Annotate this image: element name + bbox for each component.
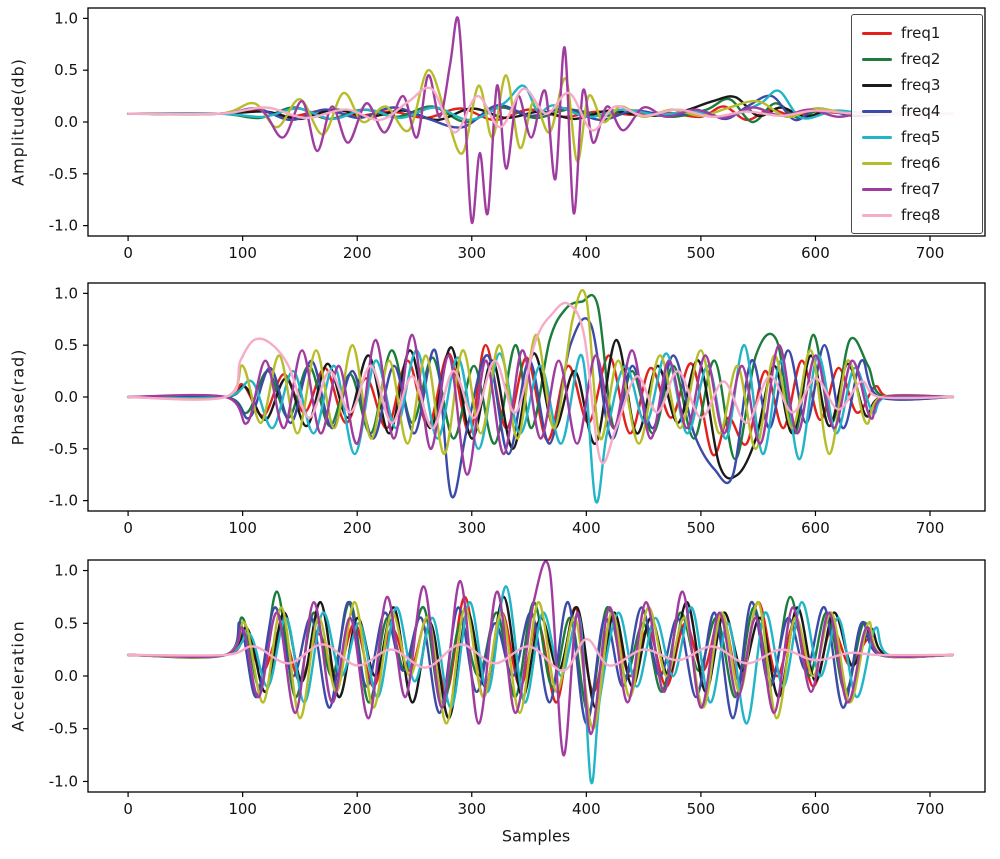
y-tick-label: 0.5: [54, 61, 78, 79]
y-tick-label: -1.0: [49, 772, 78, 790]
x-tick-label: 300: [457, 519, 486, 537]
x-tick-label: 600: [801, 244, 830, 262]
legend-label: freq1: [901, 23, 941, 42]
amplitude-subplot: 0 100 200 300 400 500 600 700 1.0 0.5 0.0 -0.5 -1.0: [49, 7, 986, 262]
legend: freq1 freq2 freq3 freq4 freq5 freq6 freq…: [851, 14, 983, 234]
x-tick-label: 100: [228, 519, 257, 537]
legend-label: freq7: [901, 179, 941, 198]
x-tick-label: 700: [916, 800, 945, 818]
y-tick-label: -0.5: [49, 720, 78, 738]
x-tick-label: 0: [123, 519, 133, 537]
acceleration-subplot: 0 100 200 300 400 500 600 700 1.0 0.5 0.0 -0.5 -1.0: [49, 559, 986, 818]
x-tick-label: 600: [801, 800, 830, 818]
legend-line-swatch-freq8: [862, 213, 892, 217]
legend-line-swatch-freq1: [862, 31, 892, 35]
y-tick-label: 0.0: [54, 667, 78, 685]
series-line-freq7: [126, 560, 955, 757]
y-axis-label-phase: Phase(rad): [8, 348, 28, 446]
x-tick-label: 500: [687, 244, 716, 262]
y-tick-label: 1.0: [54, 9, 78, 27]
series-line-freq2: [126, 293, 955, 461]
legend-line-swatch-freq2: [862, 57, 892, 61]
legend-line-swatch-freq3: [862, 83, 892, 87]
y-tick-label: 0.0: [54, 113, 78, 131]
x-tick-label: 0: [123, 800, 133, 818]
x-tick-label: 300: [457, 244, 486, 262]
legend-line-swatch-freq5: [862, 135, 892, 139]
y-tick-label: -1.0: [49, 492, 78, 510]
x-tick-label: 100: [228, 800, 257, 818]
series-line-freq5: [126, 84, 955, 122]
legend-line-swatch-freq6: [862, 161, 892, 165]
series-line-freq3: [126, 595, 955, 720]
series-line-freq6: [126, 68, 955, 163]
series-line-freq8: [126, 86, 955, 134]
x-tick-label: 500: [687, 519, 716, 537]
legend-item: freq1: [862, 20, 978, 46]
legend-item: freq3: [862, 72, 978, 98]
y-axis-label-acceleration: Acceleration: [8, 620, 28, 732]
legend-label: freq4: [901, 101, 941, 120]
y-axis-label-amplitude: Amplitude(db): [8, 58, 28, 186]
phase-subplot: 0 100 200 300 400 500 600 700 1.0 0.5 0.0 -0.5 -1.0: [49, 282, 986, 537]
legend-line-swatch-freq7: [862, 187, 892, 191]
legend-line-swatch-freq4: [862, 109, 892, 113]
y-tick-label: 0.0: [54, 388, 78, 406]
legend-label: freq8: [901, 205, 941, 224]
y-tick-label: 1.0: [54, 562, 78, 580]
series-line-freq7: [126, 333, 955, 476]
x-tick-label: 200: [343, 519, 372, 537]
series-line-freq6: [126, 289, 955, 456]
x-tick-label: 0: [123, 244, 133, 262]
x-tick-label: 300: [457, 800, 486, 818]
legend-item: freq6: [862, 150, 978, 176]
x-tick-label: 600: [801, 519, 830, 537]
legend-item: freq8: [862, 202, 978, 228]
legend-item: freq7: [862, 176, 978, 202]
x-tick-label: 700: [916, 244, 945, 262]
series-line-freq8: [126, 301, 955, 465]
x-axis-label-samples: Samples: [501, 826, 571, 846]
legend-label: freq5: [901, 127, 941, 146]
y-tick-label: 0.5: [54, 614, 78, 632]
x-tick-label: 400: [572, 800, 601, 818]
legend-label: freq2: [901, 49, 941, 68]
series-line-freq8: [126, 637, 955, 672]
y-tick-label: -0.5: [49, 440, 78, 458]
legend-item: freq2: [862, 46, 978, 72]
y-tick-label: -1.0: [49, 217, 78, 235]
y-tick-label: -0.5: [49, 165, 78, 183]
x-tick-label: 400: [572, 244, 601, 262]
y-tick-label: 1.0: [54, 284, 78, 302]
x-tick-label: 200: [343, 244, 372, 262]
x-tick-label: 200: [343, 800, 372, 818]
legend-item: freq5: [862, 124, 978, 150]
x-tick-label: 100: [228, 244, 257, 262]
series-line-freq7: [126, 16, 955, 224]
legend-label: freq3: [901, 75, 941, 94]
x-tick-label: 700: [916, 519, 945, 537]
y-tick-label: 0.5: [54, 336, 78, 354]
legend-item: freq4: [862, 98, 978, 124]
series-line-freq6: [126, 600, 955, 730]
x-tick-label: 400: [572, 519, 601, 537]
legend-label: freq6: [901, 153, 941, 172]
x-tick-label: 500: [687, 800, 716, 818]
